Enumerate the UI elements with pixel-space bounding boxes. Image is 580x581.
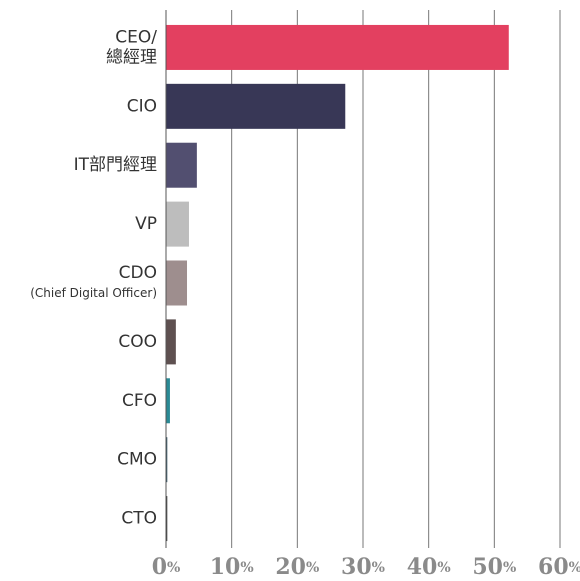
x-tick-label: 20% bbox=[275, 554, 319, 580]
x-tick-label: 10% bbox=[210, 554, 254, 580]
y-tick-label: VP bbox=[135, 214, 157, 234]
y-tick-label: CEO/總經理 bbox=[106, 27, 157, 67]
y-tick-label: IT部門經理 bbox=[74, 155, 157, 175]
bar bbox=[166, 201, 189, 247]
x-tick-label: 60% bbox=[538, 554, 580, 580]
y-tick-label: CIO bbox=[127, 96, 157, 116]
bar bbox=[166, 319, 176, 365]
y-tick-label: CFO bbox=[122, 391, 157, 411]
x-tick-label: 0% bbox=[152, 554, 181, 580]
x-tick-label: 50% bbox=[472, 554, 516, 580]
y-tick-label: CTO bbox=[121, 509, 157, 529]
bar bbox=[166, 83, 346, 129]
bar bbox=[166, 378, 170, 424]
bar bbox=[166, 142, 197, 188]
bar bbox=[166, 496, 168, 542]
x-tick-label: 40% bbox=[407, 554, 451, 580]
y-tick-label: CDO (Chief Digital Officer) bbox=[30, 263, 157, 300]
bar bbox=[166, 437, 168, 483]
x-tick-label: 30% bbox=[341, 554, 385, 580]
bar bbox=[166, 260, 188, 306]
y-tick-label: COO bbox=[118, 332, 157, 352]
y-tick-label: CMO bbox=[117, 450, 157, 470]
bar bbox=[166, 24, 509, 70]
